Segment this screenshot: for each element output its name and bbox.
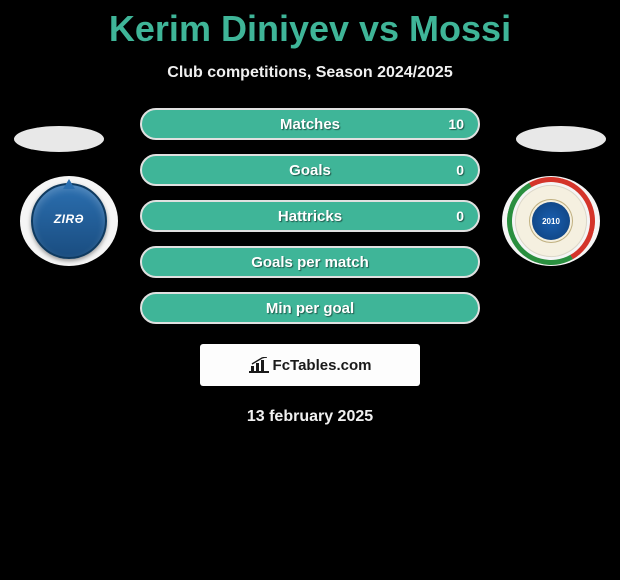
stat-row-goals-per-match: Goals per match <box>140 246 480 278</box>
stat-value-right: 0 <box>456 162 464 178</box>
stat-label: Matches <box>280 116 340 133</box>
club-badge-right: 2010 <box>502 176 600 266</box>
stat-value-right: 0 <box>456 208 464 224</box>
zira-shield-icon: ZIRƏ <box>31 183 107 259</box>
club-badge-left-label: ZIRƏ <box>54 212 84 226</box>
stat-row-goals: Goals 0 <box>140 154 480 186</box>
player-photo-right-placeholder <box>516 126 606 152</box>
page-title: Kerim Diniyev vs Mossi <box>0 0 620 50</box>
footer-date: 13 february 2025 <box>0 408 620 426</box>
club-badge-right-year: 2010 <box>542 217 560 226</box>
stat-value-right: 10 <box>448 116 464 132</box>
chart-icon <box>249 357 269 373</box>
stat-label: Goals per match <box>251 254 369 271</box>
player-photo-left-placeholder <box>14 126 104 152</box>
stat-label: Hattricks <box>278 208 342 225</box>
attribution-text: FcTables.com <box>273 357 372 374</box>
subtitle: Club competitions, Season 2024/2025 <box>0 64 620 82</box>
sumqayit-crest-icon: 2010 <box>507 177 595 265</box>
stat-label: Min per goal <box>266 300 354 317</box>
stat-row-hattricks: Hattricks 0 <box>140 200 480 232</box>
attribution-badge: FcTables.com <box>200 344 420 386</box>
stat-row-min-per-goal: Min per goal <box>140 292 480 324</box>
stat-row-matches: Matches 10 <box>140 108 480 140</box>
stats-list: Matches 10 Goals 0 Hattricks 0 Goals per… <box>140 108 480 324</box>
stat-label: Goals <box>289 162 331 179</box>
club-badge-left: ZIRƏ <box>20 176 118 266</box>
